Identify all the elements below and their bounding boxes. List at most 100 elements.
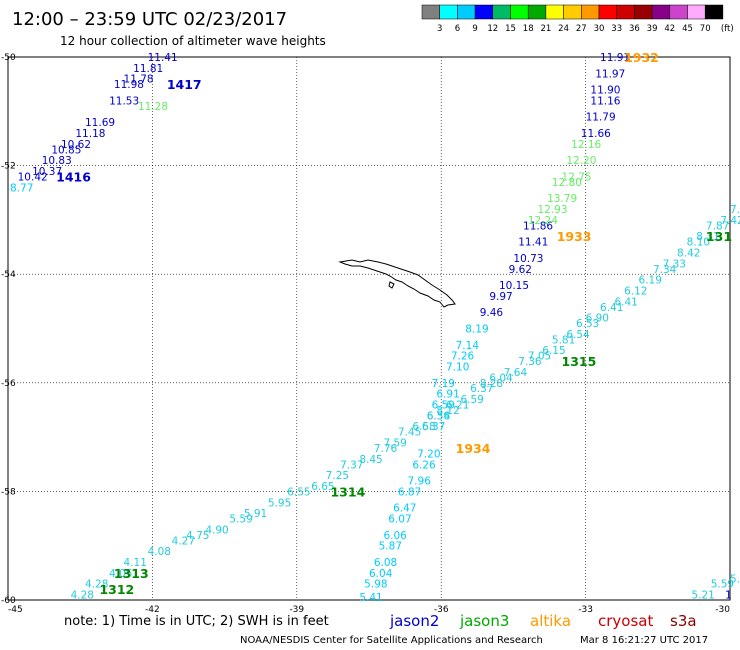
pass-id-label: 1933	[557, 229, 592, 244]
satellite-legend-jason2: jason2	[389, 612, 439, 630]
colorbar-swatch	[474, 4, 494, 20]
swh-value: 5.91	[244, 508, 267, 520]
swh-value: 8.12	[436, 405, 459, 417]
swh-value: 10.85	[51, 144, 81, 156]
swh-value: 8.19	[465, 324, 488, 336]
swh-value: 6.65	[311, 481, 334, 493]
swh-value: 11.97	[595, 68, 625, 80]
swh-value: 12.93	[537, 204, 567, 216]
swh-value: 7.36	[518, 356, 542, 368]
lon-tick-label: -30	[715, 605, 730, 615]
swh-value: 6.37	[422, 421, 445, 433]
page-title: 12:00 – 23:59 UTC 02/23/2017	[12, 9, 287, 30]
swh-value: 7.25	[326, 470, 349, 482]
swh-value: 5.59	[229, 514, 252, 526]
colorbar-legend: 3 6 9 12 15 18 21 24 27 30 33 36 39 42 45 70 (ft)	[421, 4, 734, 34]
colorbar-tick: 45	[682, 24, 693, 34]
swh-value: 6.37	[470, 383, 493, 395]
swh-value: 12.24	[528, 215, 558, 227]
footer-timestamp: Mar 8 16:21:27 UTC 2017	[580, 635, 708, 646]
satellite-legend-altika: altika	[530, 612, 571, 630]
swh-value: 7.05	[528, 351, 551, 363]
lon-tick-label: -39	[289, 605, 304, 615]
colorbar-tick: 12	[487, 24, 498, 34]
swh-value: 10.83	[42, 155, 72, 167]
swh-value: 4.75	[186, 530, 209, 542]
colorbar-swatch	[704, 4, 724, 20]
swh-value: 6.91	[436, 389, 459, 401]
pass-id-label: 131	[706, 229, 732, 244]
colorbar-tick: 21	[540, 24, 551, 34]
swh-value: 6.36	[427, 410, 451, 422]
swh-value: 7.42	[720, 215, 740, 227]
swh-value: 6.55	[287, 486, 310, 498]
swh-value: 10.42	[18, 171, 48, 183]
colorbar-swatch	[581, 4, 600, 20]
swh-value: 7.34	[653, 264, 677, 276]
swh-value: 11.16	[590, 95, 620, 107]
colorbar-tick: 9	[472, 24, 477, 34]
colorbar-tick: 70	[700, 24, 711, 34]
swh-value: 5.41	[359, 592, 382, 604]
swh-value: 12.75	[562, 171, 592, 183]
colorbar-tick: 42	[664, 24, 675, 34]
swh-value: 7.96	[408, 476, 432, 488]
pass-id-label: 1313	[114, 566, 149, 581]
pass-id-label: 1417	[167, 77, 202, 92]
swh-value: 12.16	[571, 139, 601, 151]
swh-value: 6.41	[600, 302, 623, 314]
swh-value: 6.12	[624, 285, 647, 297]
swh-value: 4.05	[109, 568, 132, 580]
lat-tick-label: -60	[1, 596, 16, 606]
swh-value: 6.21	[446, 400, 469, 412]
swh-value: 11.41	[518, 237, 548, 249]
swh-value: 5.81	[552, 334, 575, 346]
colorbar-tick: 27	[576, 24, 587, 34]
swh-value: 11.41	[148, 52, 178, 64]
swh-value: 12.20	[566, 155, 596, 167]
colorbar-swatch	[545, 4, 564, 20]
swh-value: 7.33	[663, 258, 686, 270]
lon-tick-label: -42	[145, 605, 160, 615]
pass-id-label: 1315	[562, 354, 597, 369]
swh-value: 4.08	[148, 546, 171, 558]
swh-value: 6.58	[412, 421, 435, 433]
satellite-legend-jason3: jason3	[459, 612, 509, 630]
swh-value: 4.11	[124, 557, 147, 569]
colorbar-swatch	[439, 4, 458, 20]
pass-id-label: 1314	[330, 484, 365, 499]
swh-value: 7.37	[340, 459, 363, 471]
swh-value: 7.20	[417, 448, 440, 460]
swh-value: 11.86	[523, 220, 553, 232]
swh-value: 9.97	[489, 291, 512, 303]
swh-value: 10.73	[513, 253, 543, 265]
swh-value: 10.62	[61, 139, 91, 151]
swh-value: 6.26	[412, 459, 436, 471]
swh-value: 6.04	[369, 568, 393, 580]
pass-id-label: 1932	[624, 50, 659, 65]
island-islet	[388, 281, 395, 289]
swh-value: 9.46	[480, 307, 504, 319]
swh-value: 6.47	[393, 503, 416, 515]
footer-credit: NOAA/NESDIS Center for Satellite Applica…	[240, 635, 543, 646]
swh-value: 7.87	[706, 220, 729, 232]
island-outline	[338, 259, 456, 308]
swh-value: 7.76	[374, 443, 398, 455]
swh-value: 7.19	[432, 378, 455, 390]
swh-value: 11.28	[138, 101, 168, 113]
swh-value: 7.10	[446, 362, 469, 374]
colorbar-swatch	[492, 4, 511, 20]
colorbar-tick: 30	[594, 24, 605, 34]
satellite-legend-s3a: s3a	[670, 612, 697, 630]
colorbar-swatch	[510, 4, 529, 20]
colorbar-swatch	[421, 4, 440, 20]
colorbar-swatch	[634, 4, 653, 20]
footer-note: note: 1) Time is in UTC; 2) SWH is in fe…	[64, 614, 329, 629]
swh-value: 4.27	[172, 535, 195, 547]
swh-value: 8.42	[677, 247, 700, 259]
swh-value: 6.07	[388, 514, 411, 526]
swh-value: 7.26	[451, 351, 475, 363]
colorbar-unit: (ft)	[721, 24, 734, 34]
swh-value: 11.79	[586, 112, 616, 124]
